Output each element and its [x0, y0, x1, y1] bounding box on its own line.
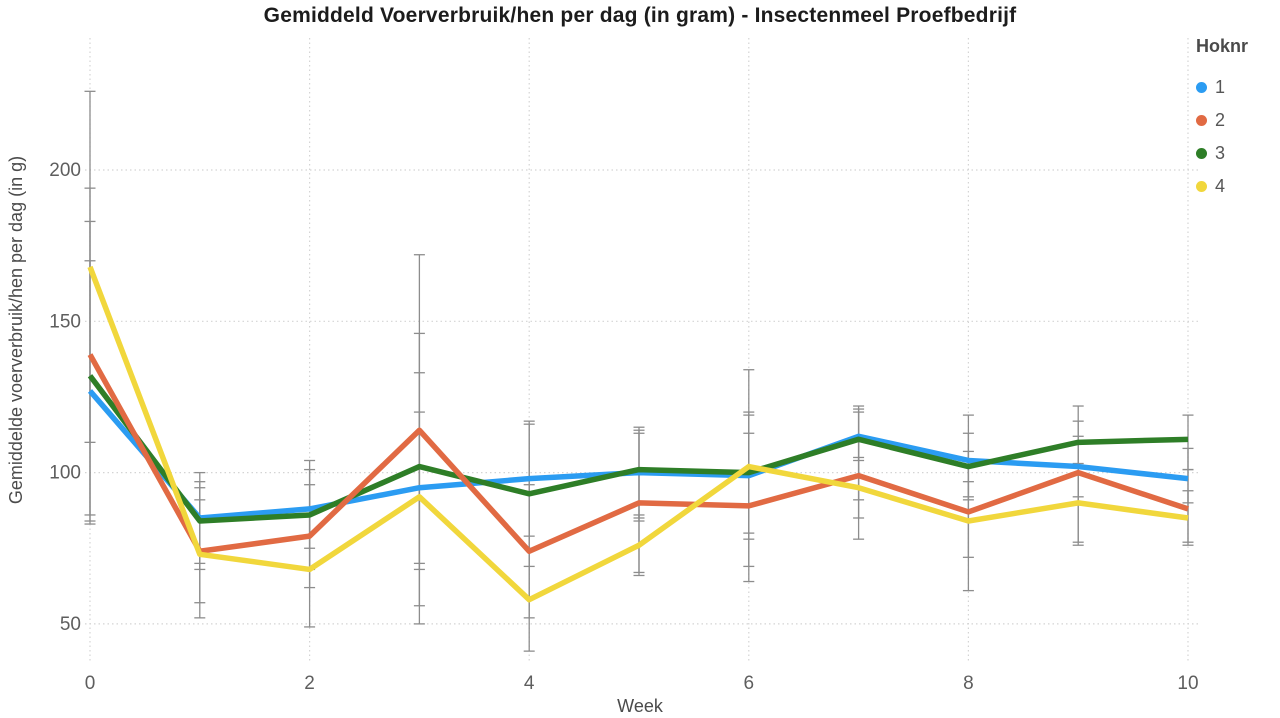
y-tick-label: 100 — [49, 463, 81, 484]
x-tick-label: 6 — [744, 673, 755, 694]
legend-dot-icon — [1196, 82, 1207, 93]
legend-dot-icon — [1196, 148, 1207, 159]
series-line-4 — [87, 265, 1189, 603]
legend-item-label: 4 — [1215, 176, 1226, 196]
x-tick-label: 10 — [1177, 673, 1198, 694]
series-line-3 — [87, 374, 1189, 524]
y-tick-label: 150 — [49, 311, 81, 332]
legend-item-label: 1 — [1215, 77, 1226, 97]
x-tick-label: 2 — [304, 673, 315, 694]
legend-dot-icon — [1196, 115, 1207, 126]
y-axis-title: Gemiddelde voerverbruik/hen per dag (in … — [6, 155, 26, 505]
legend-items: 1 2 3 4 — [1196, 71, 1280, 203]
legend-item-1[interactable]: 1 — [1196, 71, 1280, 104]
x-tick-label: 0 — [85, 673, 96, 694]
chart-title: Gemiddeld Voerverbruik/hen per dag (in g… — [263, 4, 1017, 27]
legend-dot-icon — [1196, 181, 1207, 192]
legend-title: Hoknr — [1196, 36, 1249, 56]
x-tick-label: 8 — [963, 673, 974, 694]
legend-item-2[interactable]: 2 — [1196, 104, 1280, 137]
y-tick-label: 50 — [60, 614, 81, 635]
x-axis-title: Week — [617, 696, 663, 716]
series-line-1 — [87, 389, 1189, 521]
legend-item-label: 3 — [1215, 143, 1226, 163]
legend-item-3[interactable]: 3 — [1196, 137, 1280, 170]
y-tick-label: 200 — [49, 160, 81, 181]
legend-item-4[interactable]: 4 — [1196, 170, 1280, 203]
legend: Hoknr 1 2 3 4 — [1196, 36, 1280, 203]
series-line-2 — [87, 353, 1189, 555]
legend-item-label: 2 — [1215, 110, 1226, 130]
x-tick-label: 4 — [524, 673, 535, 694]
